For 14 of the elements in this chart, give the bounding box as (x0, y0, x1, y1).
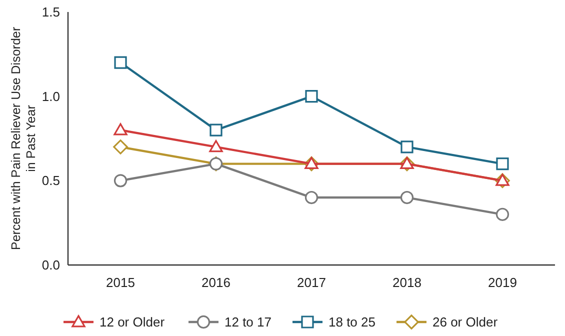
y-tick-label: 0.0 (42, 258, 60, 273)
x-tick-label: 2015 (106, 275, 135, 290)
x-tick-label: 2019 (488, 275, 517, 290)
x-tick-label: 2018 (392, 275, 422, 290)
legend-label: 12 to 17 (224, 314, 272, 330)
x-tick-label: 2017 (297, 275, 326, 290)
y-tick-label: 1.0 (42, 88, 60, 104)
y-axis-title: Percent with Pain Reliever Use Disorder in Past Year (9, 26, 38, 250)
y-tick-label: 1.5 (42, 4, 60, 20)
x-tick-label: 2016 (202, 275, 230, 290)
legend-label: 12 or Older (100, 314, 166, 330)
legend-label: 18 to 25 (328, 314, 376, 330)
y-tick-label: 0.5 (42, 173, 60, 188)
legend-label: 26 or Older (432, 314, 498, 330)
